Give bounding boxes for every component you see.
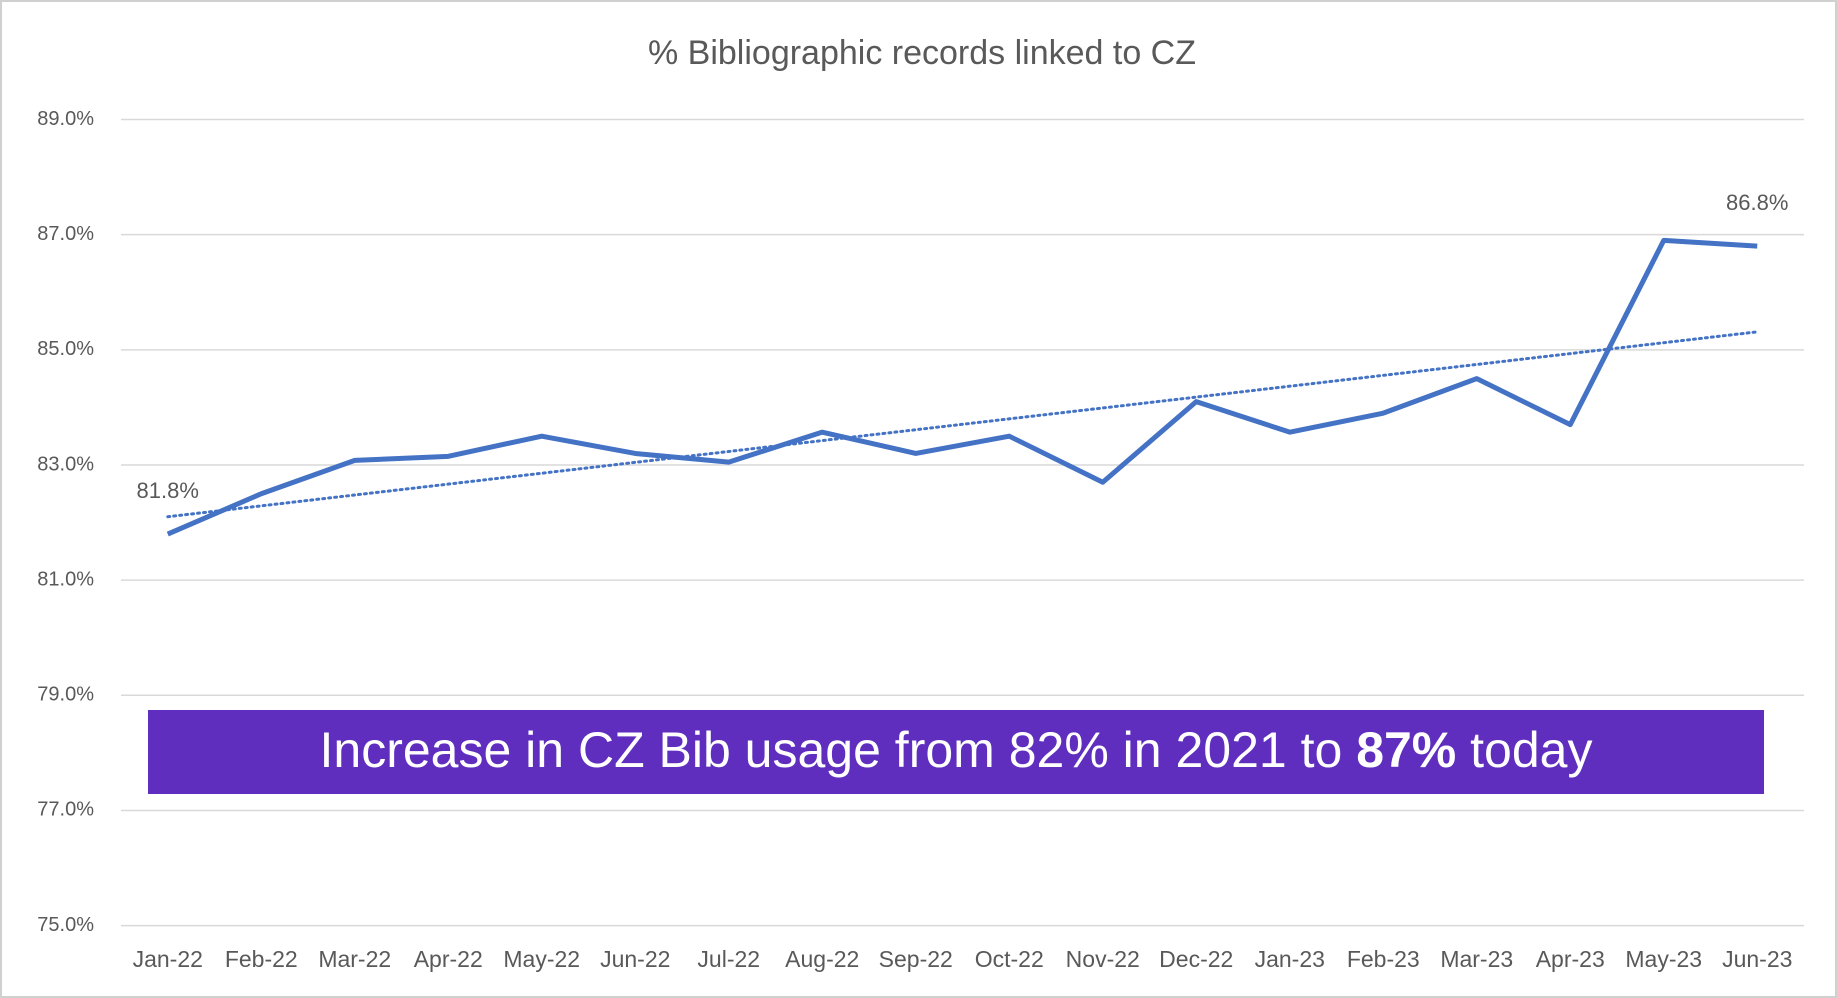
y-tick-label: 75.0% [37,914,94,936]
x-tick-label: Jun-23 [1722,946,1792,972]
x-tick-label: Jan-23 [1255,946,1325,972]
x-tick-label: Oct-22 [975,946,1044,972]
annotation-banner [148,710,1764,794]
x-tick-label: Mar-23 [1440,946,1513,972]
x-tick-label: Mar-22 [318,946,391,972]
x-tick-label: Feb-23 [1347,946,1420,972]
x-tick-label: Nov-22 [1066,946,1140,972]
chart-title: % Bibliographic records linked to CZ [648,34,1196,72]
x-tick-label: Jul-22 [697,946,760,972]
x-tick-label: May-22 [503,946,580,972]
x-tick-label: Jan-22 [133,946,203,972]
data-label: 81.8% [137,478,199,503]
trendline [166,330,1759,519]
annotation-part: 87% [1356,722,1456,778]
y-tick-label: 79.0% [37,684,94,706]
y-tick-label: 83.0% [37,453,94,475]
x-tick-label: Sep-22 [879,946,953,972]
x-tick-label: May-23 [1625,946,1702,972]
x-tick-label: Apr-22 [414,946,483,972]
y-tick-label: 87.0% [37,223,94,245]
y-tick-label: 77.0% [37,799,94,821]
x-tick-label: Aug-22 [785,946,859,972]
y-tick-label: 81.0% [37,568,94,590]
x-tick-label: Dec-22 [1159,946,1233,972]
data-label: 86.8% [1726,190,1788,215]
annotation-part: Increase in CZ Bib usage from 82% in 202… [320,722,1357,778]
annotation-text: Increase in CZ Bib usage from 82% in 202… [320,722,1593,778]
x-tick-label: Feb-22 [225,946,298,972]
y-tick-label: 85.0% [37,338,94,360]
x-tick-label: Apr-23 [1536,946,1605,972]
annotation-part: today [1456,722,1592,778]
y-tick-label: 89.0% [37,108,94,130]
data-line [166,237,1758,537]
x-tick-label: Jun-22 [600,946,670,972]
